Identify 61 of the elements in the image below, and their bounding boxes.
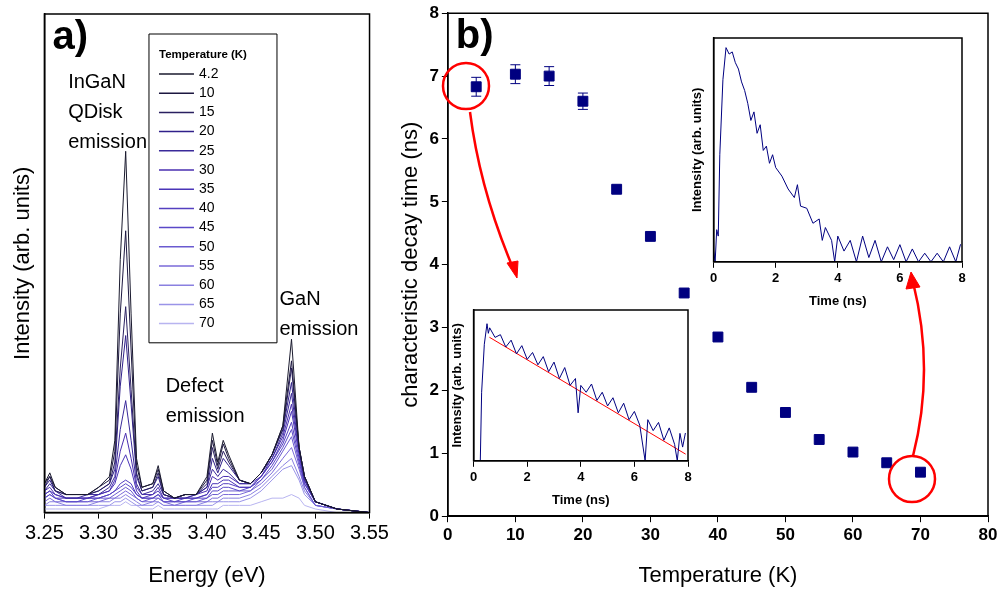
x-tick-label: 3.55 bbox=[350, 521, 390, 544]
legend-label: 10 bbox=[198, 84, 215, 101]
x-tick-label: 30 bbox=[640, 525, 660, 545]
legend-label: 15 bbox=[198, 103, 215, 120]
y-tick-label: 8 bbox=[429, 2, 439, 22]
legend-label: 4.2 bbox=[198, 64, 219, 81]
x-axis-title: Time (ns) bbox=[552, 491, 610, 507]
chart-title: a) bbox=[52, 13, 88, 58]
legend-label: 45 bbox=[198, 218, 215, 235]
x-axis-title: Energy (eV) bbox=[148, 561, 266, 587]
x-tick-label: 3.40 bbox=[187, 521, 227, 544]
legend-label: 40 bbox=[198, 199, 215, 216]
legend-label: 55 bbox=[198, 256, 215, 273]
x-tick-label: 3.25 bbox=[24, 521, 64, 544]
y-tick-label: 0 bbox=[429, 505, 439, 525]
legend-label: 25 bbox=[198, 141, 215, 158]
x-axis-title: Time (ns) bbox=[809, 292, 867, 308]
x-tick-label: 50 bbox=[775, 525, 795, 545]
x-tick-label: 70 bbox=[911, 525, 930, 545]
x-tick-label: 60 bbox=[843, 525, 863, 545]
legend-label: 20 bbox=[198, 122, 215, 139]
x-tick-label: 3.35 bbox=[133, 521, 173, 544]
chart-title: b) bbox=[455, 12, 494, 57]
annotation: Defect emission bbox=[165, 374, 245, 427]
x-tick-label: 6 bbox=[630, 469, 639, 485]
x-tick-label: 40 bbox=[708, 525, 728, 545]
x-tick-label: 8 bbox=[684, 469, 692, 485]
legend-label: 35 bbox=[198, 180, 215, 197]
x-tick-label: 3.45 bbox=[241, 521, 281, 544]
y-tick-label: 3 bbox=[429, 317, 439, 337]
y-tick-label: 5 bbox=[429, 191, 439, 211]
y-tick-label: 7 bbox=[429, 65, 439, 85]
legend-title: Temperature (K) bbox=[158, 48, 248, 61]
x-tick-label: 80 bbox=[978, 525, 998, 545]
x-axis-title: Temperature (K) bbox=[638, 561, 798, 587]
y-axis-title: Intensity (arb. units) bbox=[9, 166, 35, 360]
y-axis-title: Intensity (arb. units) bbox=[449, 323, 465, 448]
x-tick-label: 0 bbox=[443, 525, 453, 545]
x-tick-label: 6 bbox=[896, 270, 904, 286]
x-tick-label: 3.50 bbox=[295, 521, 335, 544]
x-tick-label: 20 bbox=[573, 525, 593, 545]
x-tick-label: 8 bbox=[958, 270, 966, 286]
x-tick-label: 10 bbox=[505, 525, 525, 545]
annotation: InGaN QDisk emission bbox=[68, 69, 148, 152]
y-tick-label: 1 bbox=[429, 443, 439, 463]
y-axis-title: characteristic decay time (ns) bbox=[397, 121, 423, 408]
legend-label: 50 bbox=[198, 237, 215, 254]
legend-label: 65 bbox=[198, 295, 215, 312]
x-tick-label: 4 bbox=[834, 270, 843, 286]
legend-label: 30 bbox=[198, 160, 215, 177]
annotation: GaN emission bbox=[279, 287, 359, 340]
y-tick-label: 2 bbox=[429, 380, 439, 400]
legend-label: 70 bbox=[198, 314, 215, 331]
x-tick-label: 0 bbox=[709, 270, 718, 286]
x-tick-label: 2 bbox=[772, 270, 780, 286]
x-tick-label: 0 bbox=[469, 469, 478, 485]
x-tick-label: 4 bbox=[577, 469, 586, 485]
y-axis-title: Intensity (arb. units) bbox=[689, 87, 705, 213]
x-tick-label: 2 bbox=[523, 469, 531, 485]
y-tick-label: 6 bbox=[429, 128, 439, 148]
x-tick-label: 3.30 bbox=[79, 521, 119, 544]
